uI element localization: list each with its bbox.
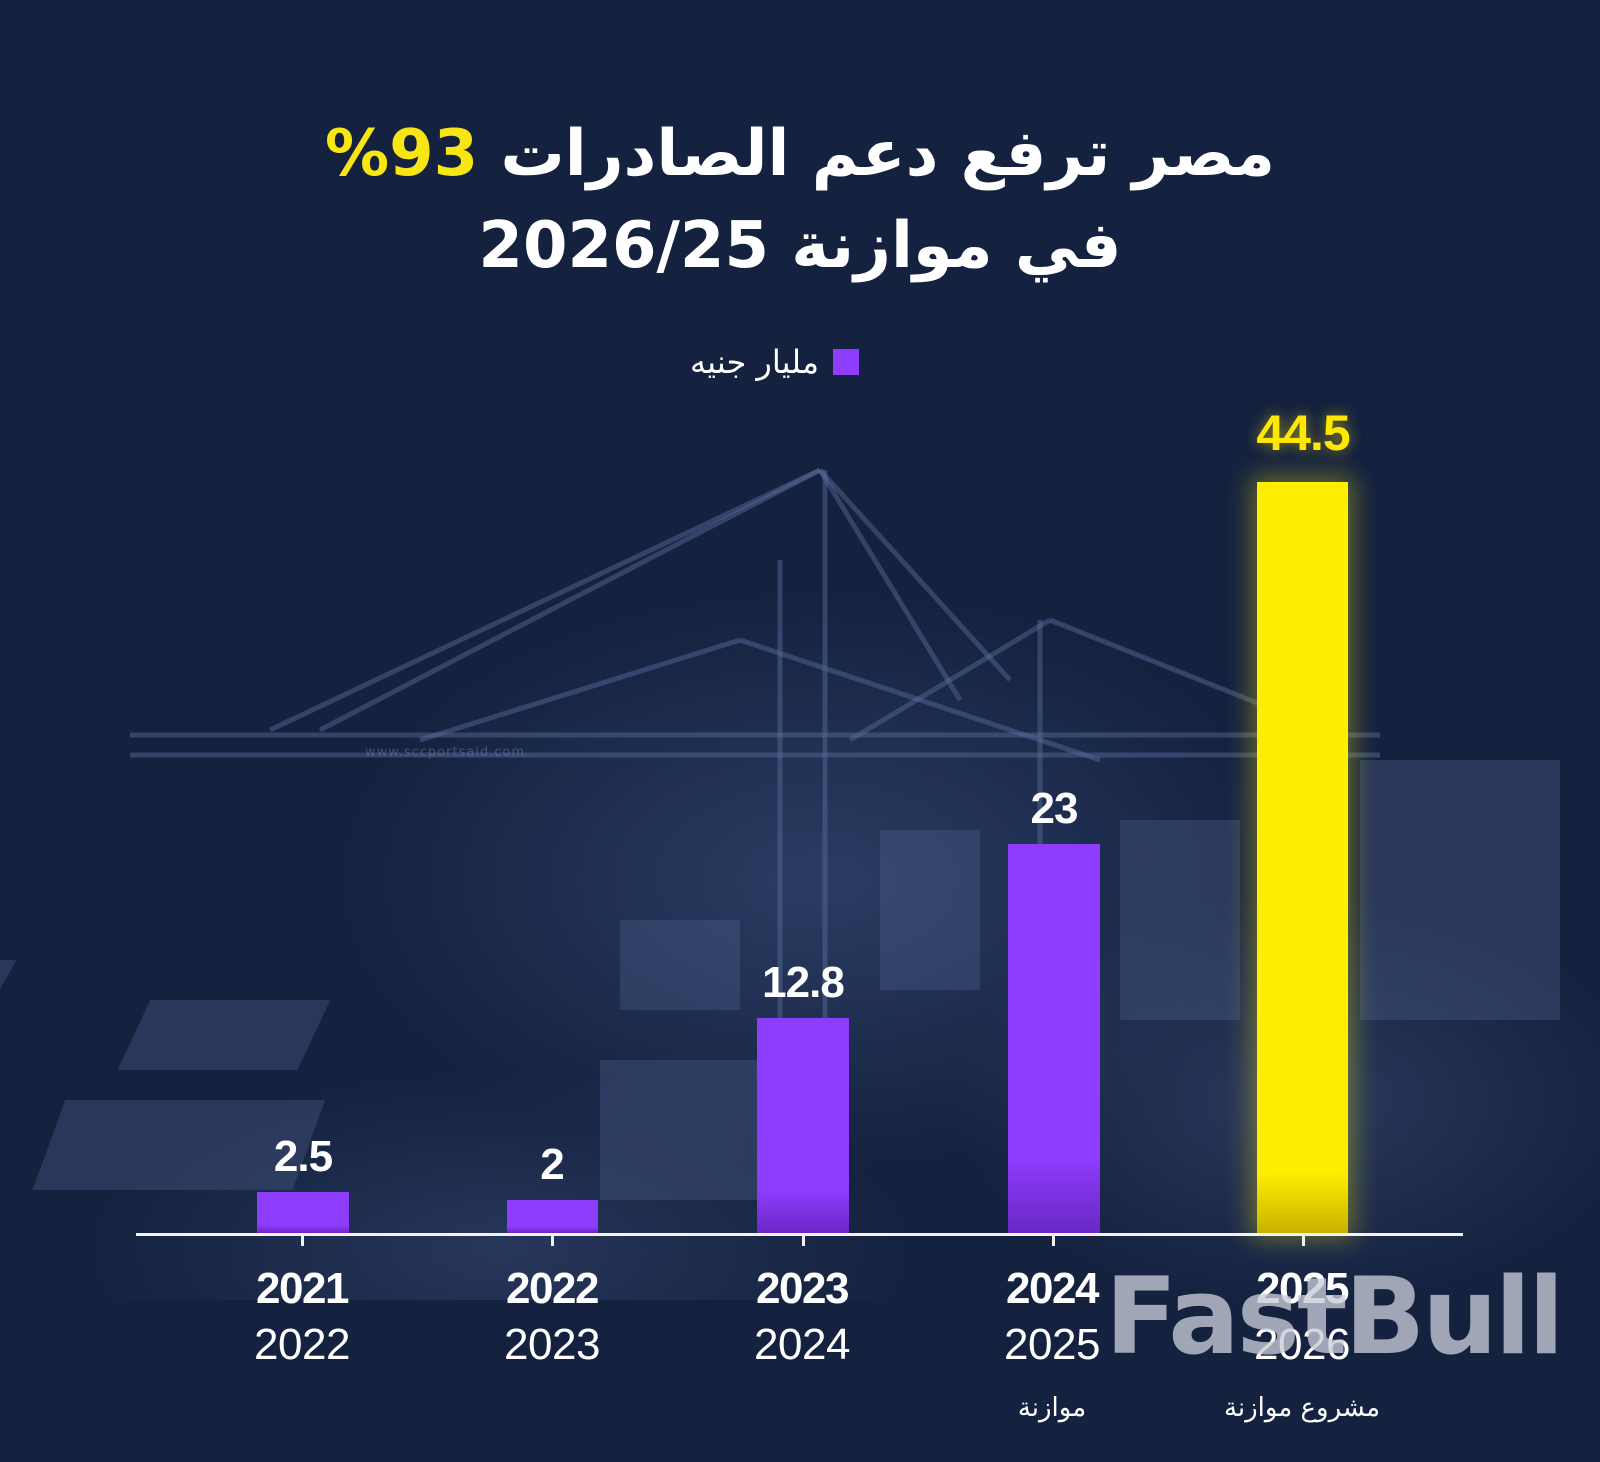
category-end-year: 2026 [1254,1320,1350,1369]
bar-2022-2023 [507,1200,598,1233]
category-start-year: 2023 [756,1264,849,1313]
x-axis-tick [551,1235,554,1246]
category-start-year: 2021 [256,1264,349,1313]
value-label: 2 [540,1140,564,1189]
photo-caption-url: www.sccportsaid.com [365,745,526,760]
legend-label: مليار جنيه [690,343,820,381]
bar-2024-2025 [1008,844,1100,1233]
x-axis-category: 2021 2022 [202,1262,402,1374]
legend-swatch-square-icon [833,349,860,375]
category-start-year: 2024 [1006,1264,1099,1313]
category-end-year: 2024 [754,1320,850,1369]
x-axis-line [136,1233,1463,1236]
title-line-1: مصر ترفع دعم الصادرات 93% [0,108,1600,200]
chart-title: مصر ترفع دعم الصادرات 93% في موازنة 2026… [0,108,1600,292]
bar-2023-2024 [757,1018,849,1233]
x-axis-tick [802,1235,805,1246]
title-line-2: في موازنة 2026/25 [478,209,1122,283]
x-axis-category: 2025 2026 مشروع موازنة [1202,1262,1402,1428]
category-end-year: 2023 [504,1320,600,1369]
category-start-year: 2022 [506,1264,599,1313]
category-end-year: 2025 [1004,1320,1100,1369]
x-axis-category: 2022 2023 [452,1262,652,1374]
category-end-year: 2022 [254,1320,350,1369]
value-label: 23 [1030,784,1079,833]
value-label: 12.8 [762,958,845,1007]
x-axis-category: 2023 2024 [702,1262,902,1374]
title-highlight-percent: 93% [324,117,479,191]
value-label-highlight: 44.5 [1256,405,1350,461]
bar-2021-2022 [257,1192,349,1233]
x-axis-tick [1052,1235,1055,1246]
category-note: مشروع موازنة [1223,1393,1381,1423]
x-axis-tick [1302,1235,1305,1246]
category-note: موازنة [1017,1393,1087,1423]
title-text: مصر ترفع دعم الصادرات [478,117,1276,191]
category-start-year: 2025 [1256,1264,1349,1313]
x-axis-category: 2024 2025 موازنة [952,1262,1152,1428]
value-label: 2.5 [273,1132,333,1181]
chart-legend: مليار جنيه [690,340,860,384]
x-axis-tick [301,1235,304,1246]
bar-2025-2026-highlight [1257,482,1348,1233]
